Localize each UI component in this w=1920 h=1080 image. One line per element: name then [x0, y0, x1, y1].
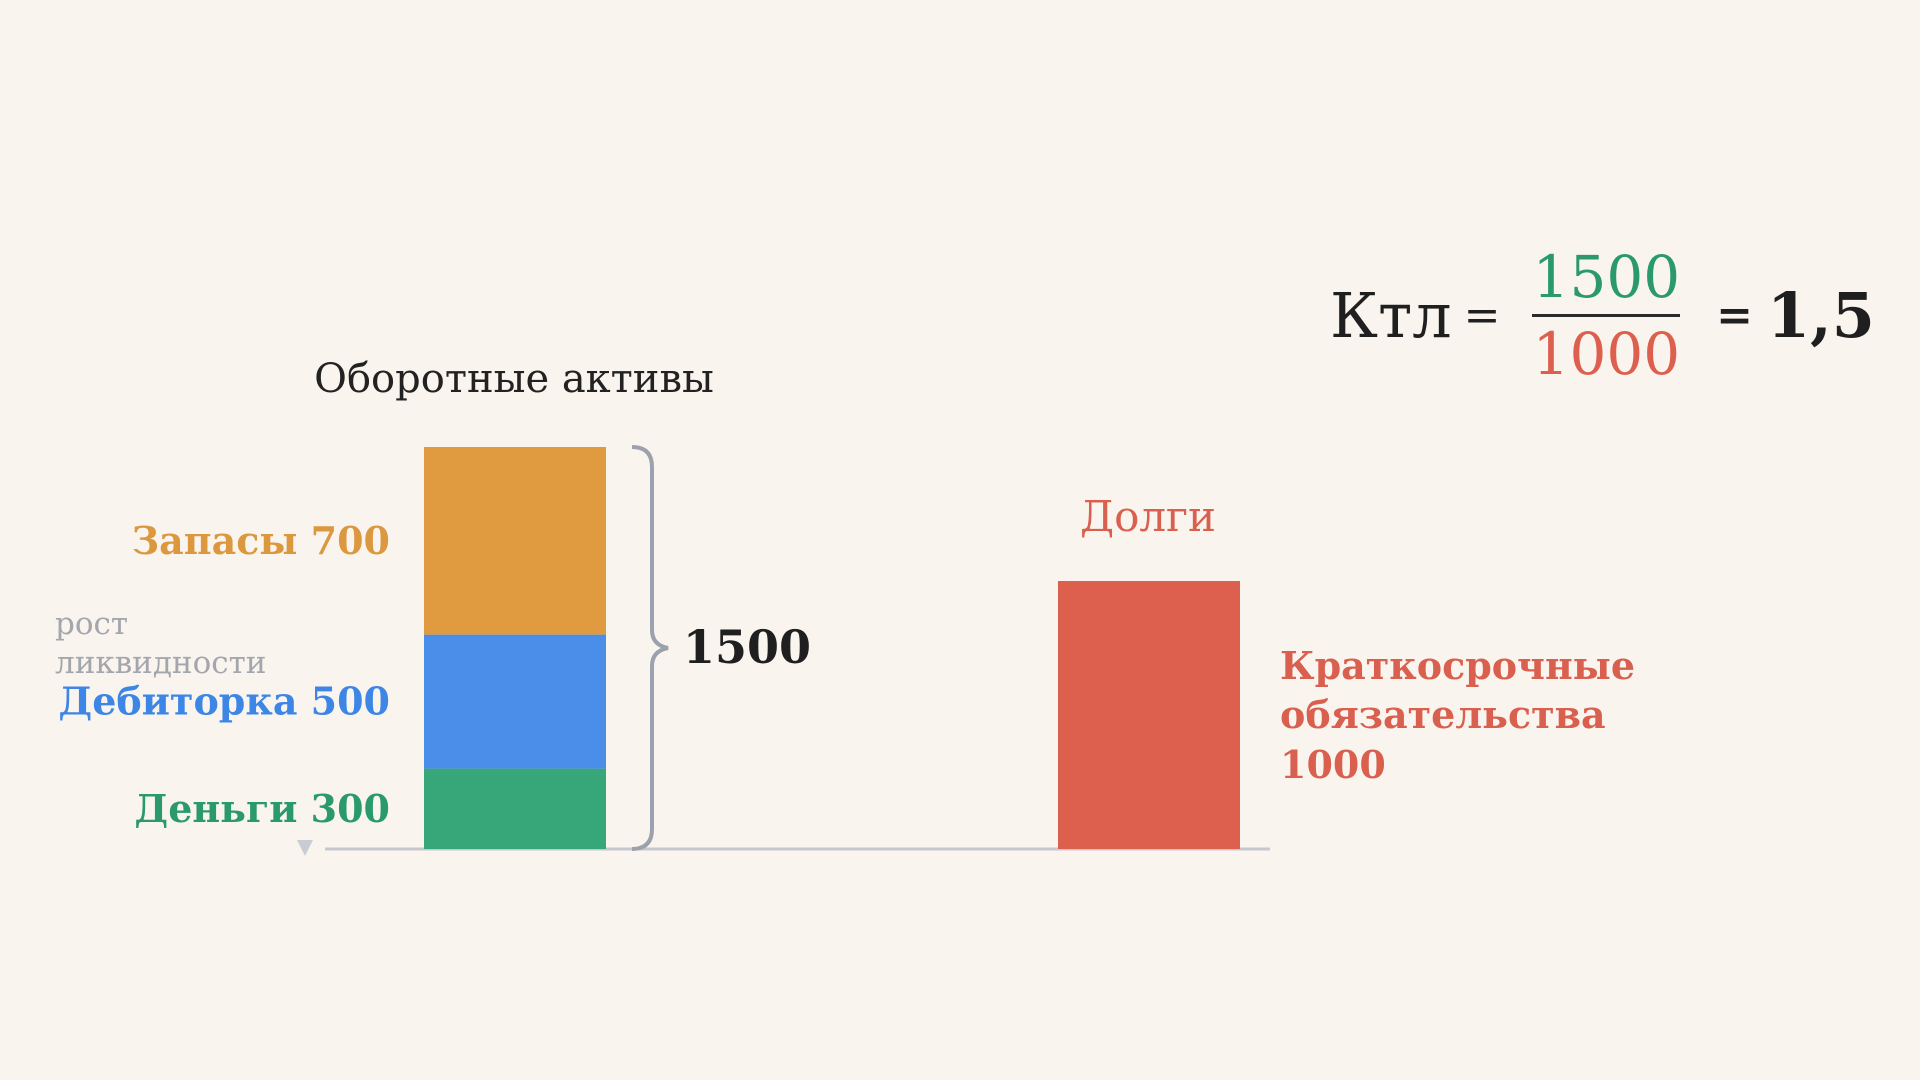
total-label: 1500: [683, 620, 811, 674]
segment-receivables: [424, 634, 606, 769]
segment-money: [424, 768, 606, 849]
liquidity-arrow-head-icon: [297, 840, 313, 856]
liquidity-arrow-label-line1: рост: [55, 606, 128, 642]
liquidity-arrow-label-line2: ликвидности: [55, 645, 266, 681]
total-brace: [631, 445, 669, 851]
formula-lhs: Ктл: [1330, 278, 1452, 352]
segment-label-receivables: Дебиторка 500: [58, 679, 390, 724]
fraction-bar: [1532, 313, 1681, 317]
debt-caption-line1: Краткосрочные: [1280, 643, 1635, 688]
liquidity-ratio-formula: Ктл = 1500 1000 = 1,5: [1330, 240, 1875, 390]
formula-numerator: 1500: [1532, 242, 1681, 311]
segment-label-inventory: Запасы 700: [132, 518, 390, 563]
formula-denominator: 1000: [1532, 319, 1681, 388]
debt-caption-line3: 1000: [1280, 742, 1386, 787]
debt-caption-line2: обязательства: [1280, 692, 1606, 737]
segment-inventory: [424, 447, 606, 635]
formula-fraction: 1500 1000: [1519, 244, 1695, 387]
assets-title: Оборотные активы: [314, 356, 714, 402]
segment-label-money: Деньги 300: [134, 786, 390, 831]
debt-bar: [1058, 581, 1240, 849]
formula-equals-2: =: [1716, 289, 1754, 341]
debts-title: Долги: [1080, 492, 1216, 541]
formula-result: 1,5: [1767, 278, 1875, 352]
asset-stack: [424, 447, 606, 849]
formula-equals: =: [1463, 289, 1501, 341]
